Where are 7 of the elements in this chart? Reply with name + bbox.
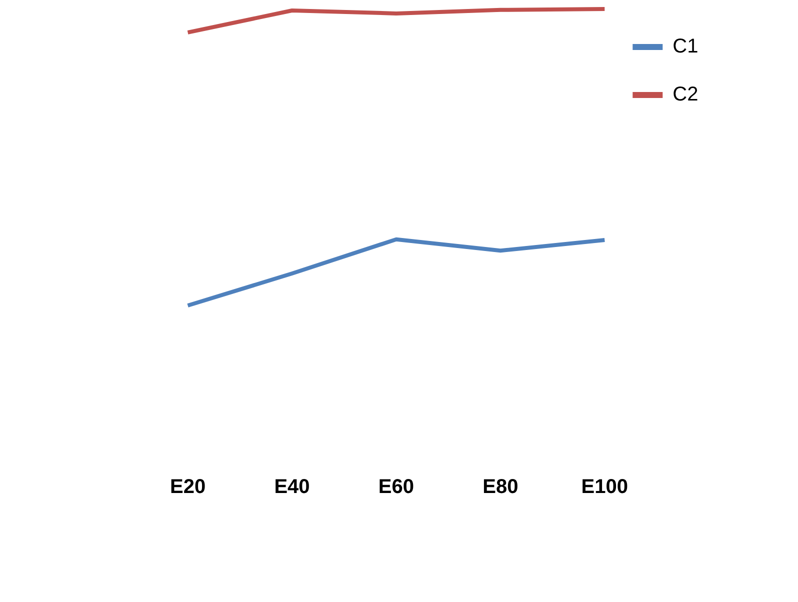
x-tick-label: E40 bbox=[274, 476, 310, 498]
legend-label: C1 bbox=[672, 36, 698, 58]
x-tick-label: E80 bbox=[482, 476, 518, 498]
x-tick-label: E60 bbox=[378, 476, 414, 498]
legend-label: C2 bbox=[672, 84, 698, 106]
x-tick-label: E20 bbox=[170, 476, 206, 498]
x-tick-label: E100 bbox=[581, 476, 628, 498]
